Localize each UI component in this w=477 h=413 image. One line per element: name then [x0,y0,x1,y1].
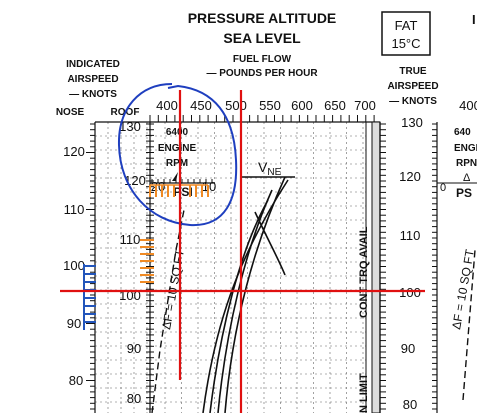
fuel-tick-700: 700 [354,98,376,113]
fat-value: 15°C [391,36,420,51]
left-axis-heading3: — KNOTS [69,89,117,100]
rpm-value-20: 20 [151,179,165,194]
nose-tick-110: 110 [64,202,85,217]
chart-title-line1: PRESSURE ALTITUDE [188,10,337,26]
cont-trq-avail-label: CONT TRQ AVAIL [358,226,370,318]
tas-tick-100: 100 [399,285,421,300]
curve-3 [209,199,269,413]
right-panel-fuel-tick: 400 [459,98,477,113]
cont-trq-band [371,121,381,413]
right-panel-ticks [432,123,437,410]
fuel-flow-curves [202,176,289,413]
right-axis-heading2: AIRSPEED [387,81,438,92]
tas-tick-110: 110 [400,228,421,243]
fat-label: FAT [395,18,418,33]
roof-tick-130: 130 [119,119,141,134]
right-zero: 0 [440,182,446,194]
rpm-legend-engine: ENGINE [158,143,197,154]
right-axis-heading3: — KNOTS [389,96,437,107]
orange-hatch-side [140,239,154,283]
right-rpm-engine: ENGIN [454,143,477,154]
roof-tick-120: 120 [124,173,146,188]
fuel-flow-unit: — POUNDS PER HOUR [206,68,318,79]
fuel-tick-650: 650 [324,98,346,113]
right-delta-f-line [462,249,476,401]
edge-letter: I [472,12,476,27]
fuel-flow-label: FUEL FLOW [233,54,292,65]
curve-4 [202,179,289,413]
vne-label: VNE [258,159,282,178]
roof-tick-110: 110 [120,232,141,247]
left-axis-heading1: INDICATED [66,59,120,70]
roof-tick-80: 80 [127,391,141,406]
right-psi: PS [456,186,472,200]
right-delta-f-label: ΔF = 10 SQ FT [449,248,477,331]
curve-5 [254,211,286,276]
nose-tick-120: 120 [63,144,85,159]
nose-tick-90: 90 [67,316,81,331]
tas-tick-130: 130 [401,115,423,130]
right-rpm-rpm: RPN [456,158,477,169]
chart-title-line2: SEA LEVEL [223,30,301,46]
delta-f-line [151,209,185,413]
left-axis-heading2: AIRSPEED [67,74,118,85]
nose-label: NOSE [56,107,85,118]
limit-label: N LIMIT [358,373,370,413]
rpm-legend-rpm: RPM [166,158,188,169]
fuel-tick-550: 550 [259,98,281,113]
tas-tick-120: 120 [399,169,421,184]
rpm-arrow-icon [172,172,178,181]
axis-ticks [86,115,386,410]
fat-box [381,11,431,56]
nose-tick-80: 80 [69,373,83,388]
fuel-tick-400: 400 [156,98,178,113]
delta-f-label: ΔF = 10 SQ FT [159,248,187,331]
right-rpm-640: 640 [454,127,471,138]
tas-tick-90: 90 [401,341,415,356]
fuel-tick-600: 600 [291,98,313,113]
nose-tick-100: 100 [63,258,85,273]
blue-hatch [83,264,96,330]
right-triangle: Δ [463,172,471,184]
orange-hatch-top [149,185,209,197]
blue-circle-annotation [117,83,238,227]
psi-label: PSI [173,185,192,199]
fuel-tick-500: 500 [225,98,247,113]
fuel-tick-450: 450 [190,98,212,113]
roof-tick-90: 90 [127,341,141,356]
curve-2 [217,189,273,413]
tas-tick-80: 80 [403,397,417,412]
right-axis-heading1: TRUE [399,66,427,77]
rpm-legend-6400: 6400 [166,127,189,138]
